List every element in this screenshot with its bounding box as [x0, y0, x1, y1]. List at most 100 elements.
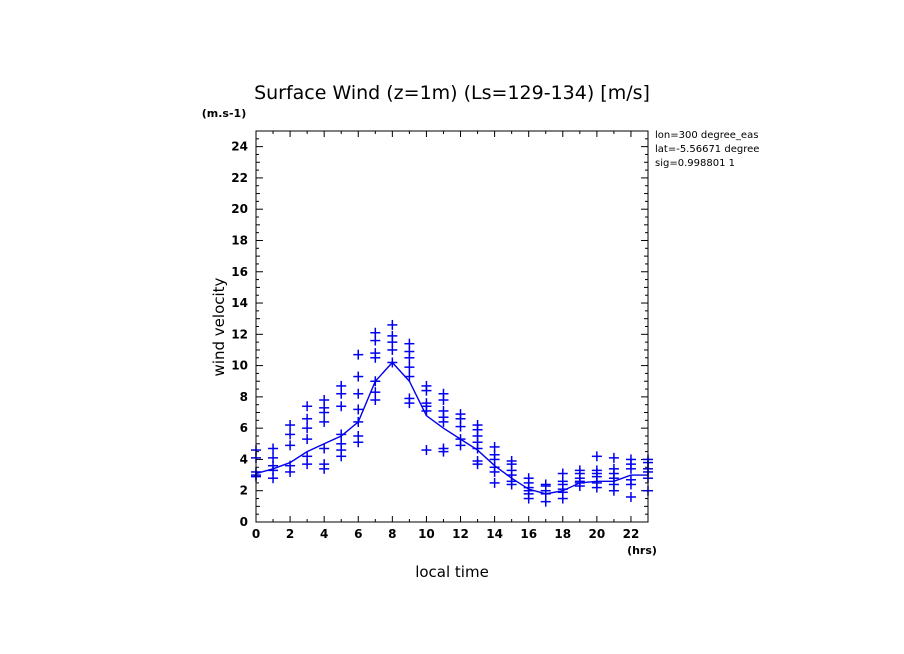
plus-marker: [421, 398, 432, 409]
x-tick-label: 16: [520, 527, 537, 541]
plus-marker: [591, 465, 602, 476]
plus-marker: [404, 362, 415, 373]
plus-marker: [421, 380, 432, 391]
plus-marker: [285, 420, 296, 431]
plus-marker: [268, 443, 279, 454]
plus-marker: [625, 454, 636, 465]
plus-marker: [455, 409, 466, 420]
plus-marker: [438, 388, 449, 399]
plus-marker: [336, 401, 347, 412]
plus-marker: [302, 401, 313, 412]
plus-marker: [489, 477, 500, 488]
plus-marker: [438, 405, 449, 416]
plus-marker: [608, 463, 619, 474]
x-tick-label: 18: [554, 527, 571, 541]
plus-marker: [353, 416, 364, 427]
y-tick-label: 6: [240, 421, 248, 435]
info-sig: sig=0.998801 1: [655, 158, 735, 169]
plus-marker: [370, 376, 381, 387]
plus-marker: [353, 349, 364, 360]
y-unit-label: (m.s-1): [202, 107, 246, 120]
x-axis-label: local time: [415, 563, 489, 581]
x-tick-label: 10: [418, 527, 435, 541]
plus-marker: [506, 456, 517, 467]
y-tick-label: 12: [231, 327, 248, 341]
plus-marker: [404, 338, 415, 349]
y-tick-label: 14: [231, 296, 248, 310]
plus-marker: [302, 434, 313, 445]
plus-marker: [353, 388, 364, 399]
plus-marker: [319, 395, 330, 406]
plus-marker: [387, 357, 398, 368]
x-tick-label: 22: [623, 527, 640, 541]
x-tick-label: 0: [252, 527, 260, 541]
y-tick-label: 16: [231, 265, 248, 279]
plus-marker: [319, 459, 330, 470]
plus-marker: [591, 451, 602, 462]
plus-marker: [438, 443, 449, 454]
x-tick-label: 8: [388, 527, 396, 541]
plus-marker: [472, 456, 483, 467]
x-unit-label: (hrs): [627, 544, 657, 557]
info-lon: lon=300 degree_eas: [655, 130, 758, 141]
plus-marker: [268, 452, 279, 463]
plus-marker: [472, 420, 483, 431]
plus-marker: [353, 404, 364, 415]
plus-marker: [625, 474, 636, 485]
y-tick-label: 8: [240, 390, 248, 404]
y-tick-label: 18: [231, 233, 248, 247]
plus-marker: [319, 416, 330, 427]
y-tick-label: 0: [240, 515, 248, 529]
x-tick-label: 12: [452, 527, 469, 541]
info-clip: [780, 120, 904, 180]
plus-marker: [302, 423, 313, 434]
plus-marker: [523, 473, 534, 484]
plus-marker: [370, 348, 381, 359]
plus-marker: [489, 441, 500, 452]
plus-marker: [319, 443, 330, 454]
x-tick-label: 4: [320, 527, 328, 541]
plus-marker: [302, 451, 313, 462]
plus-marker: [574, 465, 585, 476]
x-tick-label: 14: [486, 527, 503, 541]
plus-marker: [540, 479, 551, 490]
plus-marker: [285, 440, 296, 451]
plus-marker: [353, 371, 364, 382]
plus-marker: [625, 491, 636, 502]
y-tick-label: 24: [231, 140, 248, 154]
plus-marker: [370, 327, 381, 338]
plus-marker: [285, 460, 296, 471]
plot-frame: [255, 130, 649, 523]
plus-marker: [387, 330, 398, 341]
info-lat: lat=-5.56671 degree: [655, 144, 759, 155]
y-tick-label: 22: [231, 171, 248, 185]
plus-marker: [608, 452, 619, 463]
data-marks: [251, 319, 653, 507]
y-tick-label: 20: [231, 202, 248, 216]
y-tick-label: 10: [231, 359, 248, 373]
plus-marker: [336, 429, 347, 440]
plus-marker: [285, 429, 296, 440]
plus-marker: [336, 380, 347, 391]
y-tick-label: 4: [240, 452, 248, 466]
chart-title: Surface Wind (z=1m) (Ls=129-134) [m/s]: [254, 82, 650, 104]
axis-ticks: [255, 130, 649, 523]
x-tick-label: 2: [286, 527, 294, 541]
plus-marker: [353, 430, 364, 441]
plus-marker: [336, 438, 347, 449]
plus-marker: [387, 319, 398, 330]
y-axis-label: wind velocity: [210, 277, 228, 376]
plus-marker: [421, 445, 432, 456]
plus-marker: [455, 434, 466, 445]
x-tick-label: 6: [354, 527, 362, 541]
plus-marker: [370, 387, 381, 398]
y-tick-label: 2: [240, 484, 248, 498]
x-tick-label: 20: [589, 527, 606, 541]
plus-marker: [404, 371, 415, 382]
mean-line: [255, 361, 648, 495]
plus-marker: [302, 413, 313, 424]
plus-marker: [404, 393, 415, 404]
plus-marker: [557, 468, 568, 479]
